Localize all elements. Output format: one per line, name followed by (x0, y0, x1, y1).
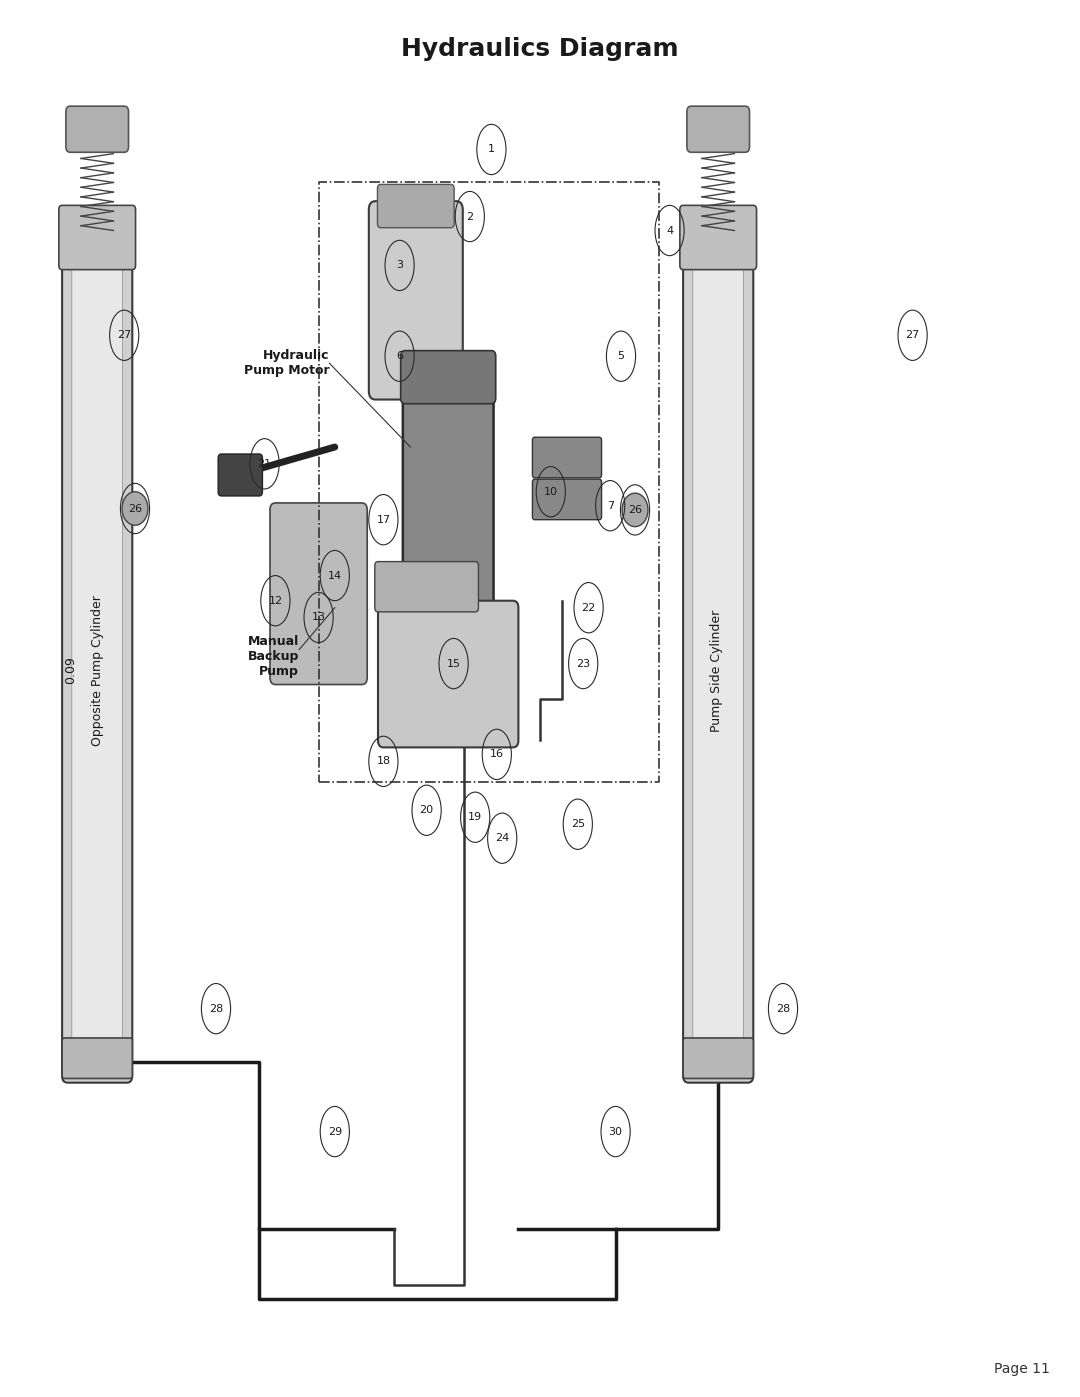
Text: 27: 27 (117, 330, 132, 341)
Text: 13: 13 (312, 612, 325, 623)
Text: 28: 28 (208, 1003, 224, 1014)
Text: 29: 29 (327, 1126, 342, 1137)
Text: 15: 15 (447, 658, 460, 669)
Text: Hydraulics Diagram: Hydraulics Diagram (401, 36, 679, 61)
Circle shape (122, 492, 148, 525)
FancyBboxPatch shape (403, 367, 494, 624)
FancyBboxPatch shape (71, 263, 123, 1051)
FancyBboxPatch shape (62, 1038, 133, 1078)
Text: 20: 20 (419, 805, 434, 816)
Text: Page 11: Page 11 (994, 1362, 1050, 1376)
Text: 12: 12 (268, 595, 283, 606)
Text: 0.09: 0.09 (64, 657, 77, 685)
Text: 6: 6 (396, 351, 403, 362)
FancyBboxPatch shape (532, 437, 602, 478)
Text: 16: 16 (490, 749, 503, 760)
Text: 17: 17 (376, 514, 391, 525)
Circle shape (622, 493, 648, 527)
Text: 22: 22 (581, 602, 596, 613)
Text: 7: 7 (607, 500, 613, 511)
Text: 23: 23 (576, 658, 591, 669)
FancyBboxPatch shape (218, 454, 262, 496)
Text: 27: 27 (905, 330, 920, 341)
FancyBboxPatch shape (532, 479, 602, 520)
Text: 18: 18 (376, 756, 391, 767)
FancyBboxPatch shape (375, 562, 478, 612)
Text: Hydraulic
Pump Motor: Hydraulic Pump Motor (244, 349, 329, 377)
Text: 5: 5 (618, 351, 624, 362)
Text: 26: 26 (127, 503, 143, 514)
Text: 1: 1 (488, 144, 495, 155)
Text: 28: 28 (775, 1003, 791, 1014)
FancyBboxPatch shape (270, 503, 367, 685)
FancyBboxPatch shape (680, 205, 757, 270)
Text: Manual
Backup
Pump: Manual Backup Pump (247, 636, 299, 678)
FancyBboxPatch shape (684, 1038, 754, 1078)
FancyBboxPatch shape (378, 184, 455, 228)
FancyBboxPatch shape (369, 201, 462, 400)
Text: 14: 14 (327, 570, 342, 581)
Text: 3: 3 (396, 260, 403, 271)
FancyBboxPatch shape (693, 263, 744, 1051)
Text: 10: 10 (544, 486, 557, 497)
Text: Pump Side Cylinder: Pump Side Cylinder (710, 609, 723, 732)
Text: 2: 2 (467, 211, 473, 222)
FancyBboxPatch shape (401, 351, 496, 404)
FancyBboxPatch shape (378, 601, 518, 747)
Text: 24: 24 (495, 833, 510, 844)
Text: 30: 30 (609, 1126, 622, 1137)
Text: 21: 21 (257, 458, 272, 469)
Text: 25: 25 (570, 819, 585, 830)
FancyBboxPatch shape (687, 106, 750, 152)
Text: Opposite Pump Cylinder: Opposite Pump Cylinder (91, 595, 104, 746)
FancyBboxPatch shape (63, 231, 133, 1083)
Text: 26: 26 (627, 504, 643, 515)
FancyBboxPatch shape (58, 205, 136, 270)
Text: 19: 19 (468, 812, 483, 823)
FancyBboxPatch shape (684, 231, 754, 1083)
FancyBboxPatch shape (66, 106, 129, 152)
Text: 4: 4 (666, 225, 673, 236)
